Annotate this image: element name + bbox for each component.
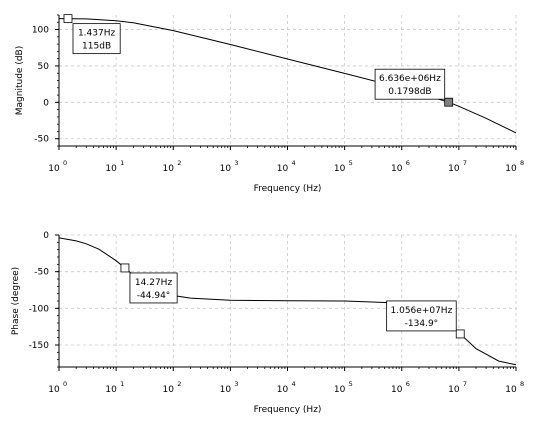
datatip-marker — [444, 97, 454, 107]
x-tick-label: 10 — [448, 385, 460, 395]
grid — [58, 15, 517, 146]
x-tick-label: 10 — [334, 385, 346, 395]
x-tick-label: 10 — [505, 385, 517, 395]
datatip-marker — [63, 14, 73, 24]
datatip-x-value: 6.636e+06Hz — [379, 74, 441, 84]
datatip: 14.27Hz -44.94° — [120, 263, 178, 304]
x-tick-label: 10 — [391, 385, 403, 395]
x-tick-label: 10 — [220, 385, 232, 395]
x-tick-label: 10 — [105, 385, 117, 395]
datatip-x-value: 1.056e+07Hz — [391, 306, 453, 316]
y-tick-label: 50 — [38, 62, 50, 72]
series-line — [59, 18, 516, 134]
x-tick-exponent: 2 — [177, 159, 181, 167]
x-tick-label: 10 — [163, 385, 175, 395]
x-tick-label: 10 — [105, 164, 117, 174]
x-axis-label: Frequency (Hz) — [254, 405, 322, 415]
y-tick-label: 0 — [43, 98, 49, 108]
x-tick-exponent: 3 — [234, 380, 238, 388]
y-tick-label: -150 — [29, 341, 50, 351]
datatip: 6.636e+06Hz 0.1798dB — [374, 68, 454, 107]
x-tick-label: 10 — [48, 385, 60, 395]
x-tick-exponent: 1 — [120, 380, 124, 388]
x-tick-label: 10 — [448, 164, 460, 174]
x-tick-exponent: 0 — [63, 380, 67, 388]
x-tick-label: 10 — [391, 164, 403, 174]
x-tick-exponent: 7 — [463, 380, 467, 388]
datatip-marker — [120, 263, 130, 273]
x-tick-exponent: 2 — [177, 380, 181, 388]
x-tick-label: 10 — [163, 164, 175, 174]
datatip-x-value: 1.437Hz — [78, 29, 116, 39]
datatip-marker — [455, 329, 465, 339]
datatip-y-value: -134.9° — [405, 319, 439, 329]
x-tick-label: 10 — [277, 385, 289, 395]
x-tick-exponent: 4 — [292, 380, 296, 388]
y-tick-label: -50 — [34, 135, 49, 145]
y-axis-label: Phase (degree) — [11, 267, 21, 335]
datatip-box — [129, 272, 178, 304]
y-tick-label: -50 — [34, 268, 49, 278]
datatip-box — [374, 68, 446, 100]
x-tick-label: 10 — [48, 164, 60, 174]
x-tick-exponent: 0 — [63, 159, 67, 167]
magnitude-plot: 100101102103104105106107108100500-50Freq… — [15, 14, 524, 194]
x-tick-exponent: 8 — [520, 159, 524, 167]
datatip-y-value: 115dB — [82, 42, 111, 52]
x-tick-exponent: 1 — [120, 159, 124, 167]
x-tick-label: 10 — [220, 164, 232, 174]
phase-plot: 1001011021031041051061071080-50-100-150F… — [11, 231, 524, 415]
x-tick-exponent: 6 — [406, 159, 410, 167]
datatip-x-value: 14.27Hz — [135, 278, 173, 288]
x-tick-exponent: 5 — [349, 159, 353, 167]
datatip-y-value: 0.1798dB — [388, 87, 431, 97]
datatip-y-value: -44.94° — [137, 291, 171, 301]
x-tick-label: 10 — [505, 164, 517, 174]
datatip: 1.437Hz 115dB — [63, 14, 121, 55]
x-tick-label: 10 — [334, 164, 346, 174]
x-tick-exponent: 4 — [292, 159, 296, 167]
y-tick-label: 0 — [43, 231, 49, 241]
y-tick-label: 100 — [32, 26, 49, 36]
y-axis-label: Magnitude (dB) — [15, 46, 25, 115]
datatip: 1.056e+07Hz -134.9° — [386, 300, 465, 339]
y-tick-label: -100 — [29, 304, 50, 314]
x-tick-exponent: 7 — [463, 159, 467, 167]
x-tick-exponent: 5 — [349, 380, 353, 388]
x-axis-label: Frequency (Hz) — [254, 184, 322, 194]
datatip-box — [386, 300, 457, 332]
x-tick-exponent: 3 — [234, 159, 238, 167]
datatip-box — [72, 23, 121, 55]
x-tick-label: 10 — [277, 164, 289, 174]
x-tick-exponent: 6 — [406, 380, 410, 388]
x-tick-exponent: 8 — [520, 380, 524, 388]
